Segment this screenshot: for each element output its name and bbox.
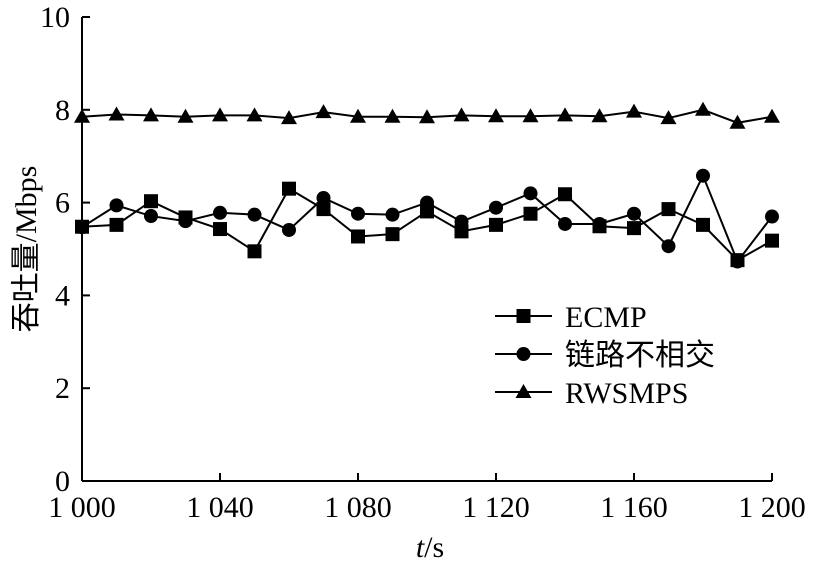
legend-marker <box>515 384 532 398</box>
data-point <box>74 108 90 123</box>
data-point <box>213 222 227 237</box>
x-tick-label: 1 040 <box>186 491 254 524</box>
x-tick-label: 1 080 <box>324 491 392 524</box>
data-point <box>730 254 745 269</box>
x-axis-label: t/s <box>416 531 444 563</box>
data-point <box>522 108 539 123</box>
legend-entry: 链路不相交 <box>495 339 715 372</box>
data-point <box>178 214 193 229</box>
data-point <box>316 202 331 217</box>
legend-label: RWSMPS <box>565 377 688 410</box>
data-point <box>351 206 365 221</box>
data-point <box>558 216 572 231</box>
data-point <box>523 186 538 201</box>
data-point <box>660 110 677 125</box>
data-point <box>420 195 434 210</box>
data-point <box>592 216 607 231</box>
data-point <box>385 207 400 222</box>
data-point <box>488 108 504 123</box>
data-point <box>109 198 124 213</box>
data-point <box>315 104 332 119</box>
data-point <box>384 108 401 123</box>
series-layer <box>74 101 780 269</box>
data-point <box>109 217 124 232</box>
y-tick-label: 6 <box>55 187 70 220</box>
y-tick-label: 2 <box>55 372 70 405</box>
data-point <box>557 107 573 122</box>
data-point <box>75 220 89 235</box>
data-point <box>143 107 159 122</box>
data-point <box>282 181 296 196</box>
data-point <box>661 202 676 217</box>
x-tick-label: 1 120 <box>462 491 530 524</box>
x-axis-label-variable: t <box>416 531 425 563</box>
data-point <box>489 217 503 232</box>
data-point <box>419 109 435 124</box>
data-point <box>661 239 676 254</box>
y-tick-label: 0 <box>55 465 70 498</box>
y-tick-label: 8 <box>55 94 70 127</box>
data-point <box>523 206 538 221</box>
data-point <box>281 110 297 125</box>
data-point <box>695 101 711 116</box>
legend: ECMP 链路不相交 RWSMPS <box>495 301 715 410</box>
data-point <box>558 187 572 202</box>
data-point <box>627 206 641 221</box>
data-point <box>729 114 746 129</box>
data-point <box>213 205 227 220</box>
data-point <box>177 108 194 123</box>
data-point <box>316 190 331 205</box>
x-tick-label: 1 160 <box>600 491 668 524</box>
data-point <box>591 108 608 123</box>
data-point <box>765 233 779 248</box>
data-point <box>385 227 400 242</box>
series-3 <box>74 101 780 129</box>
x-tick-label: 1 000 <box>48 491 116 524</box>
legend-entry: ECMP <box>495 301 647 334</box>
data-point <box>696 217 710 232</box>
y-axis-label: 吞吐量/Mbps <box>10 166 43 333</box>
data-point <box>696 168 710 183</box>
data-point <box>350 108 366 123</box>
data-point <box>247 244 262 259</box>
data-point <box>627 221 641 236</box>
data-point <box>246 107 263 122</box>
x-tick-label: 1 200 <box>738 491 806 524</box>
data-point <box>247 207 262 222</box>
legend-marker <box>516 347 531 361</box>
data-point <box>765 209 779 224</box>
data-point <box>212 107 228 122</box>
axes: 1 000 1 040 1 080 1 120 1 160 1 200 0 2 4 6 8 10 t/s… <box>10 1 806 563</box>
legend-entry: RWSMPS <box>495 377 688 410</box>
data-point <box>764 108 780 123</box>
legend-marker <box>516 309 531 323</box>
data-point <box>351 229 365 244</box>
legend-label: ECMP <box>565 301 647 334</box>
data-point <box>144 194 158 209</box>
data-point <box>144 209 158 224</box>
data-point <box>454 224 469 239</box>
data-point <box>489 200 503 215</box>
y-tick-label: 10 <box>40 1 70 34</box>
data-point <box>626 103 642 118</box>
y-tick-label: 4 <box>55 279 70 312</box>
x-axis-label-unit: /s <box>424 531 444 563</box>
data-point <box>282 222 296 237</box>
data-point <box>453 107 470 122</box>
series-2 <box>75 168 779 269</box>
data-point <box>454 214 469 229</box>
legend-label: 链路不相交 <box>565 339 715 372</box>
data-point <box>108 106 125 121</box>
